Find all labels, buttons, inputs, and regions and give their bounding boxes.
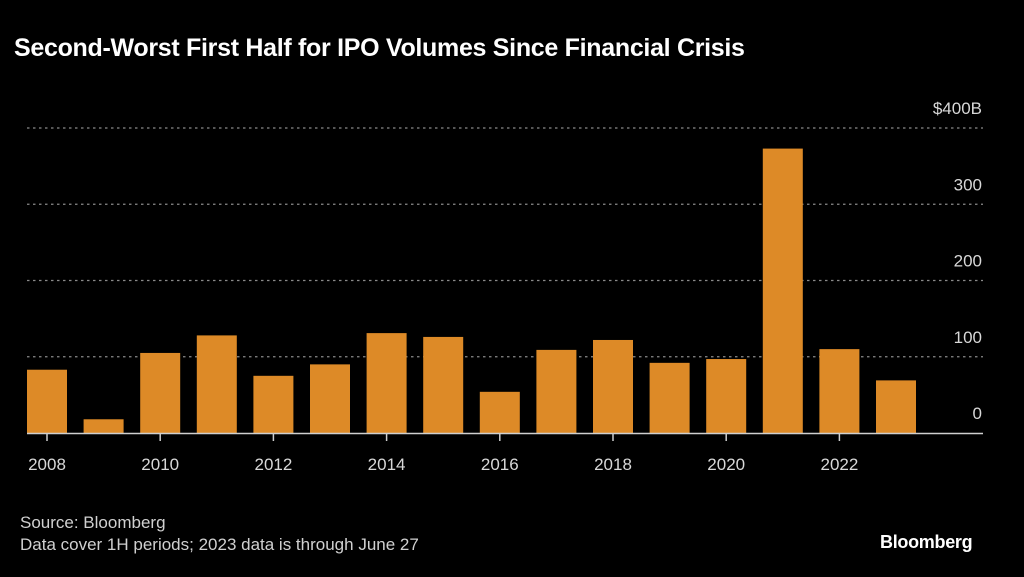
bar-2011 (196, 335, 237, 433)
x-tick-label: 2008 (28, 455, 66, 474)
bar-2023 (876, 380, 916, 433)
x-tick-label: 2012 (254, 455, 292, 474)
y-tick-label: 200 (954, 252, 982, 271)
x-tick-label: 2018 (594, 455, 632, 474)
bloomberg-logo: Bloomberg (880, 532, 973, 552)
y-axis: 0 100 200 300 $400B (933, 99, 982, 423)
bar-2008 (27, 369, 67, 433)
bar-2021 (762, 148, 803, 433)
x-tick-label: 2020 (707, 455, 745, 474)
bar-2013 (310, 364, 350, 433)
bar-2014 (366, 333, 407, 433)
bar-2020 (706, 359, 747, 433)
y-tick-label: $400B (933, 99, 982, 118)
bar-chart: 2008 2010 2012 2014 2016 2018 2020 2022 0 100 200… (27, 99, 983, 474)
bar-2018 (593, 339, 633, 433)
bar-2015 (423, 336, 464, 433)
bar-2017 (536, 349, 577, 433)
gridlines (27, 127, 983, 358)
y-tick-label: 300 (954, 175, 982, 194)
bar-2010 (140, 352, 181, 433)
bar-2016 (479, 391, 520, 433)
bar-2009 (83, 419, 124, 433)
bar-2022 (819, 349, 860, 433)
bar-2019 (649, 362, 690, 433)
source-text: Source: Bloomberg (20, 513, 166, 532)
x-tick-label: 2010 (141, 455, 179, 474)
x-tick-label: 2014 (368, 455, 406, 474)
note-text: Data cover 1H periods; 2023 data is thro… (20, 535, 419, 554)
chart-title: Second-Worst First Half for IPO Volumes … (14, 34, 745, 62)
bars (27, 148, 916, 433)
x-tick-label: 2022 (820, 455, 858, 474)
bar-2012 (253, 375, 294, 433)
y-tick-label: 0 (973, 404, 982, 423)
x-tick-label: 2016 (481, 455, 519, 474)
x-axis: 2008 2010 2012 2014 2016 2018 2020 2022 (27, 432, 983, 474)
y-tick-label: 100 (954, 328, 982, 347)
